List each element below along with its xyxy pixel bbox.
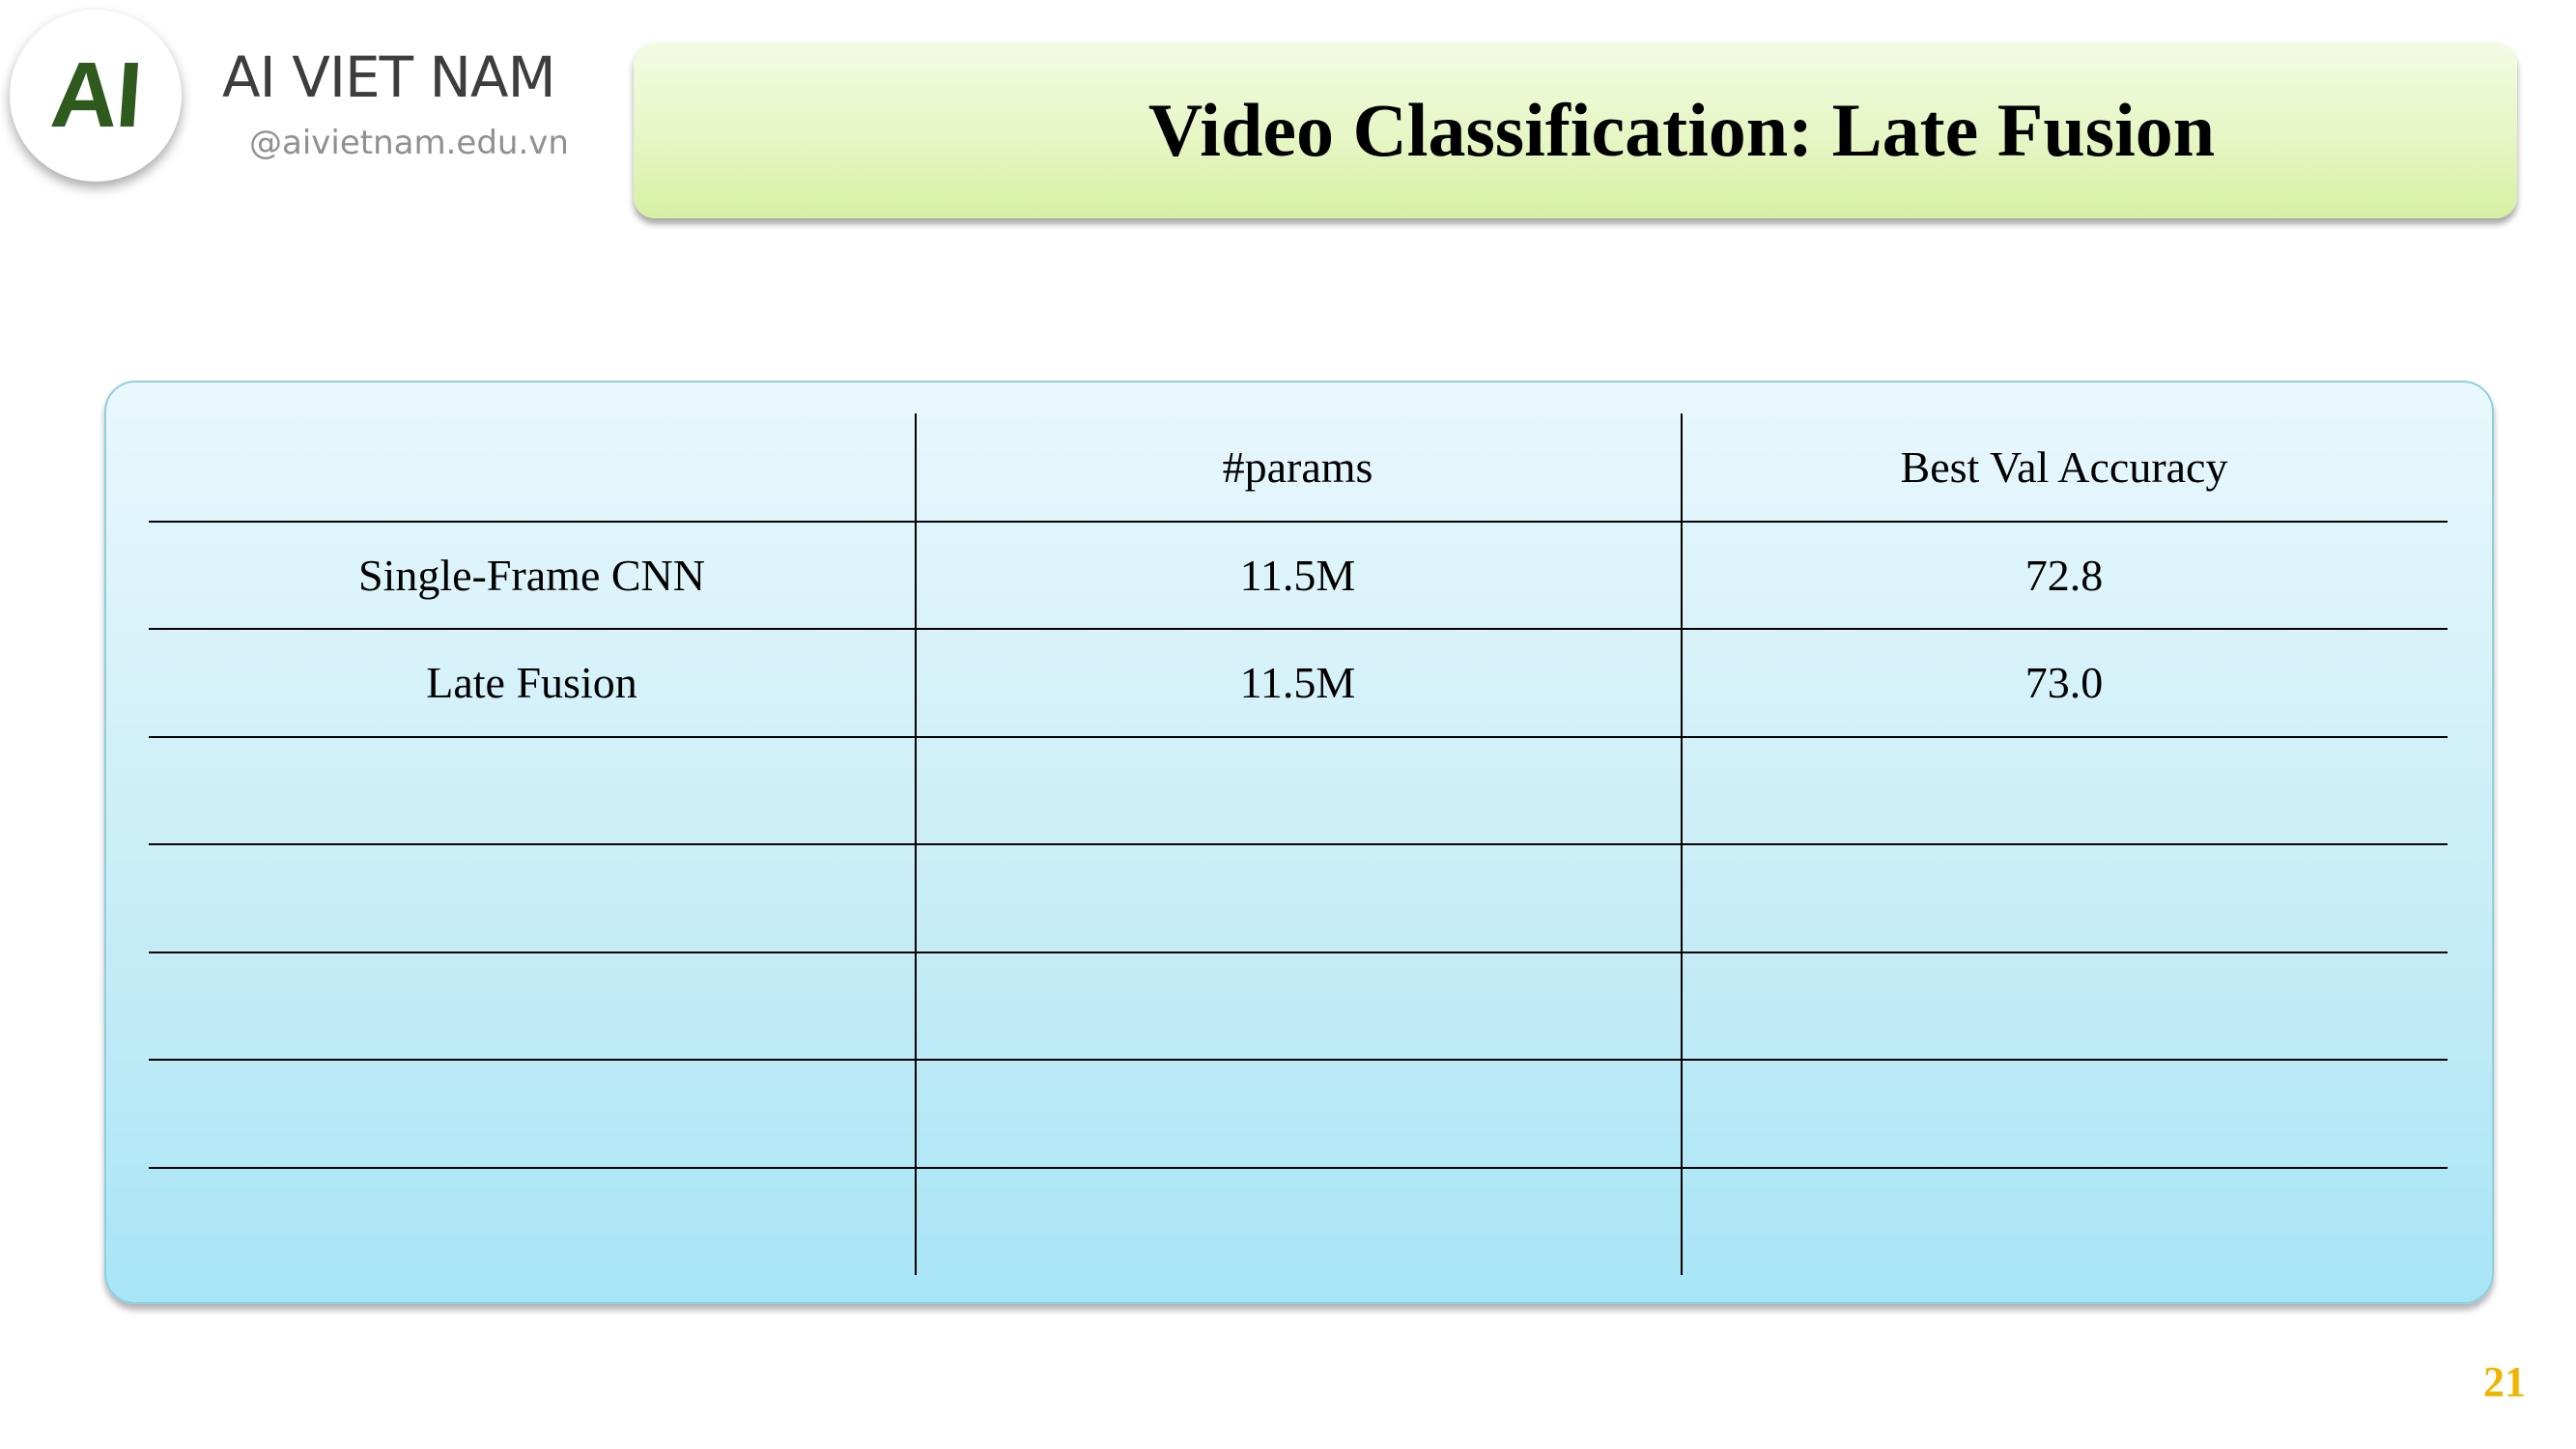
- comparison-table-panel: #params Best Val Accuracy Single-Frame C…: [104, 381, 2494, 1304]
- table-cell-accuracy: 73.0: [2024, 658, 2104, 707]
- table-cell-params: [915, 1060, 1681, 1167]
- row-divider: [149, 521, 2448, 523]
- row-divider: [149, 628, 2448, 630]
- table-cell-params: [915, 1168, 1681, 1275]
- brand-url: @aivietnam.edu.vn: [249, 124, 569, 162]
- table-cell-accuracy: [1681, 844, 2448, 952]
- header-cell-accuracy: Best Val Accuracy: [1900, 442, 2228, 492]
- page-number: 21: [2483, 1358, 2526, 1406]
- row-divider: [149, 952, 2448, 953]
- table-cell-accuracy: [1681, 952, 2448, 1060]
- logo: AI: [10, 10, 182, 182]
- table-cell-params: [915, 844, 1681, 952]
- table-cell-params: 11.5M: [1239, 658, 1356, 707]
- table-cell-model: Single-Frame CNN: [357, 551, 705, 600]
- table-cell-model: [149, 952, 915, 1060]
- table-cell-model: Late Fusion: [426, 658, 637, 707]
- table-cell-params: [915, 737, 1681, 844]
- table-cell-model: [149, 737, 915, 844]
- row-divider: [149, 1167, 2448, 1169]
- table-cell-accuracy: [1681, 737, 2448, 844]
- comparison-table: #params Best Val Accuracy Single-Frame C…: [149, 413, 2448, 1275]
- table-cell-params: [915, 952, 1681, 1060]
- logo-mark: AI: [47, 43, 144, 147]
- row-divider: [149, 736, 2448, 738]
- header-cell-params: #params: [1222, 442, 1373, 492]
- table-cell-accuracy: 72.8: [2024, 551, 2104, 600]
- row-divider: [149, 843, 2448, 845]
- table-cell-params: 11.5M: [1239, 551, 1356, 600]
- row-divider: [149, 1059, 2448, 1061]
- slide-title: Video Classification: Late Fusion: [1147, 88, 2216, 172]
- title-banner: Video Classification: Late Fusion: [634, 43, 2517, 218]
- brand-name: AI VIET NAM: [222, 44, 556, 110]
- table-cell-accuracy: [1681, 1168, 2448, 1275]
- table-cell-model: [149, 1060, 915, 1167]
- table-cell-model: [149, 1168, 915, 1275]
- table-cell-accuracy: [1681, 1060, 2448, 1167]
- header-cell-model: [149, 413, 915, 521]
- table-cell-model: [149, 844, 915, 952]
